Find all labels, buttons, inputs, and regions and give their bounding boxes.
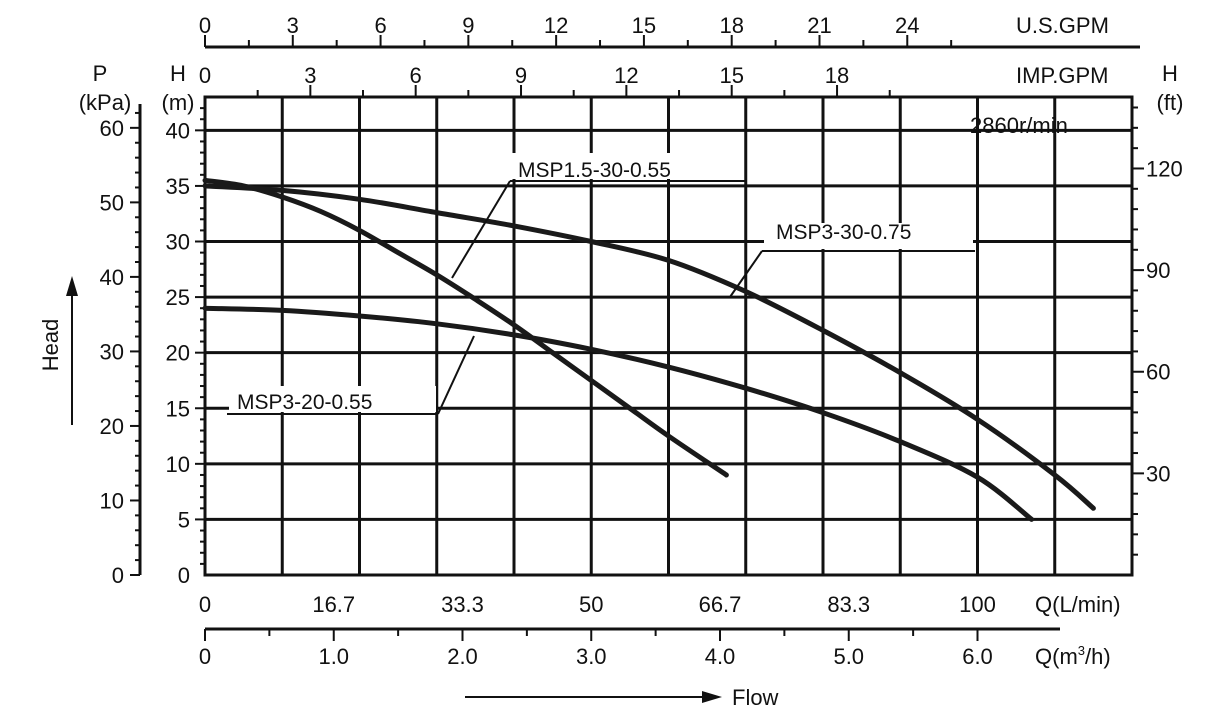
head-m-tick-label: 35 (166, 174, 190, 199)
q-m3h-tick-label: 1.0 (318, 644, 349, 669)
head-arrow-head (66, 276, 78, 296)
imp-gpm-tick-label: 3 (304, 63, 316, 88)
q-m3h-tick-label: 5.0 (833, 644, 864, 669)
label-msp3-20-0-55-leader (437, 335, 475, 415)
q-lmin-unit: Q(L/min) (1035, 592, 1121, 617)
head-m-tick-label: 20 (166, 341, 190, 366)
curve-msp1-5-30-0-55 (202, 177, 729, 478)
plot-frame (203, 95, 1134, 577)
pressure-tick-label: 60 (100, 116, 124, 141)
label-msp1-5-30-0-55: MSP1.5-30-0.55 (518, 159, 671, 182)
imp-gpm-tick-label: 15 (719, 63, 743, 88)
speed-label: 2860r/min (970, 113, 1068, 138)
label-msp3-30-0-75-bg (764, 223, 973, 249)
curve-msp3-30-0-75 (202, 183, 1096, 511)
pressure-unit: (kPa) (79, 90, 132, 115)
head-ft-tick-label: 90 (1146, 258, 1170, 283)
us-gpm-tick-label: 24 (895, 13, 919, 38)
head-ft-tick-label: 60 (1146, 360, 1170, 385)
q-lmin-tick-label: 50 (579, 592, 603, 617)
head-m-unit: (m) (162, 90, 195, 115)
label-msp3-20-0-55-bg (229, 386, 436, 412)
head-m-title: H (170, 61, 186, 86)
us-gpm-tick-label: 21 (807, 13, 831, 38)
pressure-tick-label: 0 (112, 563, 124, 588)
pressure-tick-label: 50 (100, 190, 124, 215)
imp-gpm-tick-label: 6 (410, 63, 422, 88)
q-m3h-tick-label: 6.0 (962, 644, 993, 669)
head-m-tick-label: 30 (166, 230, 190, 255)
us-gpm-tick-label: 3 (287, 13, 299, 38)
head-m-tick-label: 40 (166, 118, 190, 143)
q-m3h-unit: Q(m3/h) (1035, 643, 1111, 669)
q-m3h-unit-sup: 3 (1078, 643, 1085, 658)
q-lmin-tick-label: 66.7 (699, 592, 742, 617)
q-m3h-tick-label: 0 (199, 644, 211, 669)
head-ft-unit: (ft) (1157, 90, 1184, 115)
pressure-tick-label: 30 (100, 339, 124, 364)
head-m-tick-label: 10 (166, 452, 190, 477)
q-m3h-tick-label: 4.0 (705, 644, 736, 669)
q-lmin-tick-label: 33.3 (441, 592, 484, 617)
q-lmin-tick-label: 0 (199, 592, 211, 617)
q-lmin-tick-label: 83.3 (827, 592, 870, 617)
curve-msp3-20-0-55 (202, 305, 1035, 522)
pressure-tick-label: 10 (100, 488, 124, 513)
us-gpm-tick-label: 18 (719, 13, 743, 38)
flow-arrow-head (702, 691, 722, 703)
imp-gpm-tick-label: 18 (825, 63, 849, 88)
q-m3h-unit-base: Q(m (1035, 644, 1078, 669)
us-gpm-tick-label: 15 (632, 13, 656, 38)
axes (130, 35, 1144, 641)
head-axis-title: Head (38, 319, 63, 372)
q-lmin-tick-label: 100 (959, 592, 996, 617)
imp-gpm-tick-label: 12 (614, 63, 638, 88)
head-m-tick-label: 15 (166, 396, 190, 421)
imp-gpm-tick-label: 9 (515, 63, 527, 88)
pressure-tick-label: 20 (100, 414, 124, 439)
head-ft-tick-label: 120 (1146, 156, 1183, 181)
imp-gpm-unit: IMP.GPM (1016, 63, 1109, 88)
head-m-tick-label: 25 (166, 285, 190, 310)
flow-axis-title: Flow (732, 685, 779, 710)
q-lmin-tick-label: 16.7 (312, 592, 355, 617)
curve-labels: MSP1.5-30-0.55 MSP3-30-0.75 MSP3-20-0.55 (227, 153, 975, 415)
curves (202, 177, 1096, 522)
label-msp3-20-0-55: MSP3-20-0.55 (237, 391, 372, 414)
us-gpm-tick-label: 0 (199, 13, 211, 38)
head-m-tick-label: 0 (178, 563, 190, 588)
label-msp1-5-30-0-55-bg (512, 153, 743, 179)
pressure-tick-label: 40 (100, 265, 124, 290)
label-msp3-30-0-75-leader (729, 250, 763, 298)
imp-gpm-tick-label: 0 (199, 63, 211, 88)
head-ft-tick-label: 30 (1146, 461, 1170, 486)
pressure-title: P (93, 61, 108, 86)
label-msp3-30-0-75: MSP3-30-0.75 (776, 221, 911, 244)
axis-titles: H(m)P(kPa)H(ft)Q(L/min)Q(m3/h)U.S.GPMIMP… (38, 13, 1183, 710)
us-gpm-unit: U.S.GPM (1016, 13, 1109, 38)
q-m3h-tick-label: 2.0 (447, 644, 478, 669)
us-gpm-tick-label: 6 (374, 13, 386, 38)
us-gpm-tick-label: 9 (462, 13, 474, 38)
head-ft-title: H (1162, 61, 1178, 86)
us-gpm-tick-label: 12 (544, 13, 568, 38)
q-m3h-tick-label: 3.0 (576, 644, 607, 669)
head-m-tick-label: 5 (178, 507, 190, 532)
q-m3h-unit-tail: /h) (1085, 644, 1111, 669)
label-msp1-5-30-0-55-leader (451, 180, 511, 279)
